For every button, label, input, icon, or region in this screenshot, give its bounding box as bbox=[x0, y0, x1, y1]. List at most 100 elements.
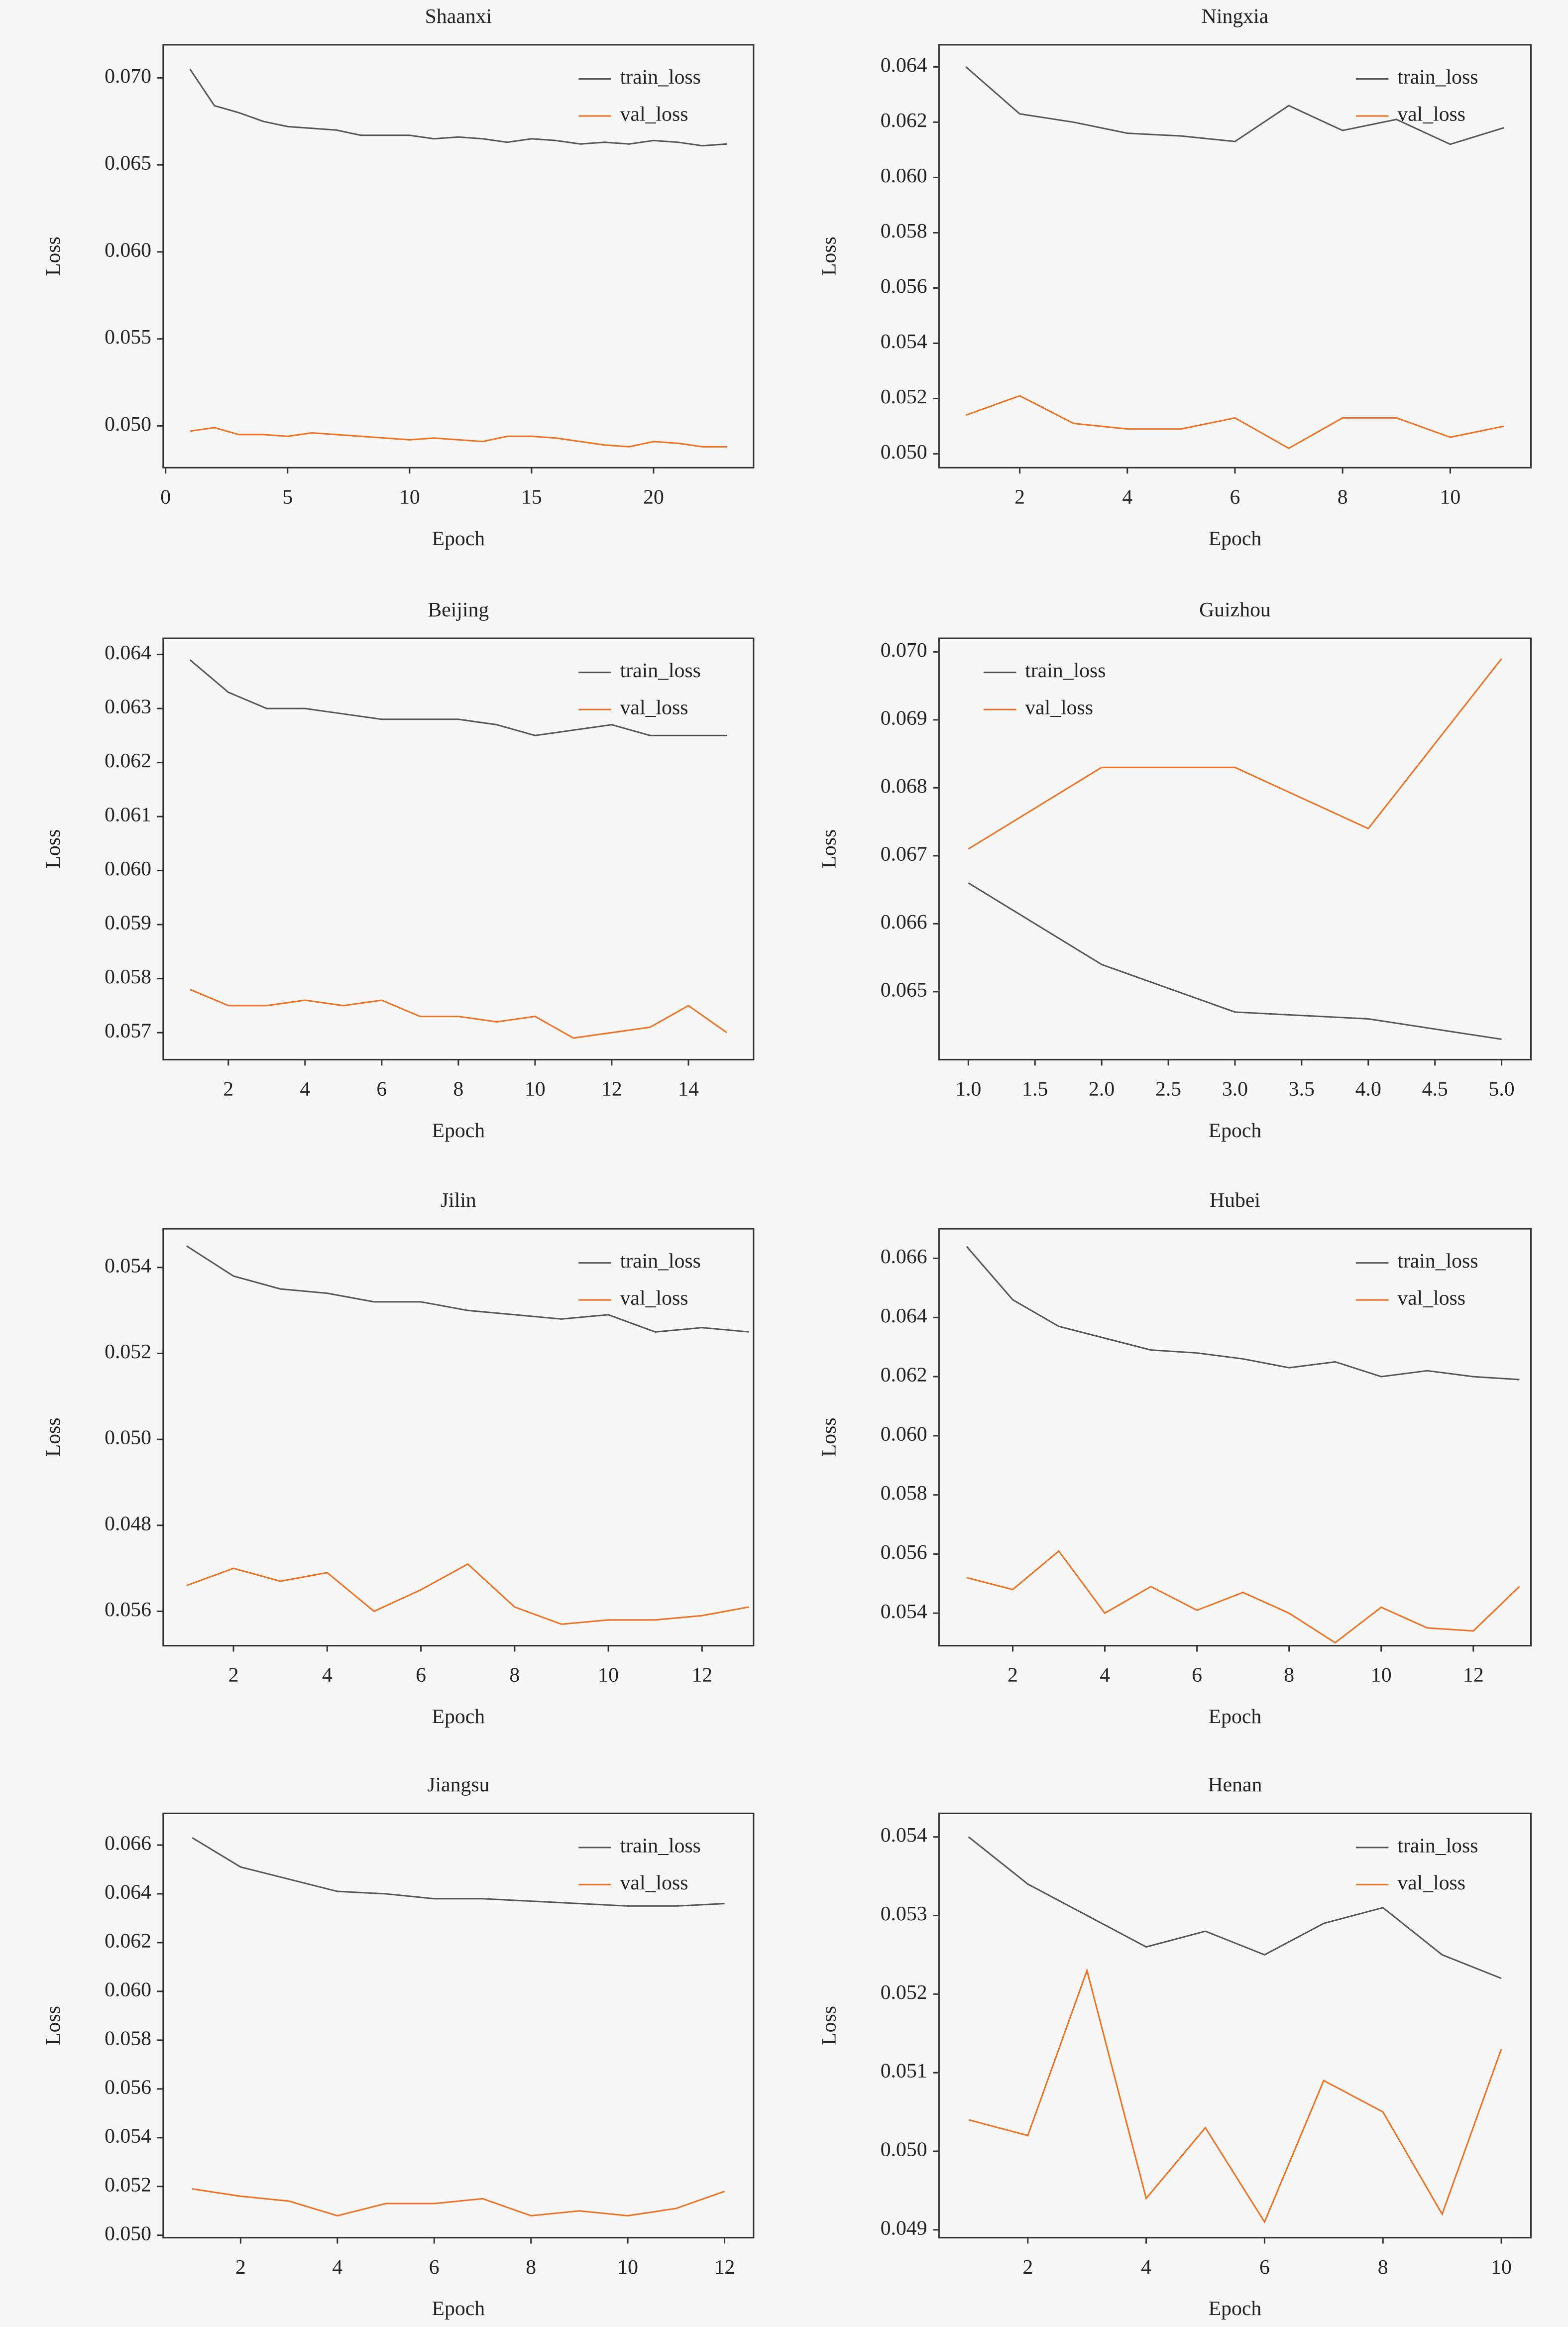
subplot: Ningxia Epoch Loss 2 4 6 8 10 0.050 0.052 0.054 0.0… bbox=[817, 5, 1532, 550]
loss-line bbox=[190, 988, 727, 1039]
x-tick-label: 2 bbox=[1022, 2256, 1033, 2279]
y-axis-label: Loss bbox=[42, 236, 65, 276]
y-tick-label: 0.060 bbox=[105, 857, 151, 880]
x-tick-label: 4.0 bbox=[1355, 1078, 1381, 1101]
y-tick-label: 0.048 bbox=[105, 1512, 151, 1535]
subplot: Jiangsu Epoch Loss 2 4 6 8 10 12 0.050 0.052 0.054 0… bbox=[42, 1773, 755, 2320]
y-tick-label: 0.060 bbox=[105, 1978, 151, 2001]
loss-line bbox=[186, 1563, 749, 1625]
subplot: Hubei Epoch Loss 2 4 6 8 10 12 0.054 0.056 0.058 0.0… bbox=[817, 1189, 1532, 1728]
y-tick-label: 0.052 bbox=[105, 2173, 151, 2196]
x-tick-label: 8 bbox=[526, 2256, 536, 2279]
x-tick-label: 2 bbox=[235, 2256, 246, 2279]
legend-label: train_loss bbox=[1397, 1834, 1478, 1857]
y-tick-label: 0.051 bbox=[881, 2060, 927, 2083]
y-tick-label: 0.062 bbox=[881, 109, 927, 132]
x-tick-label: 8 bbox=[509, 1664, 520, 1687]
loss-line bbox=[968, 658, 1502, 850]
loss-line bbox=[192, 1837, 725, 1907]
y-tick-label: 0.062 bbox=[105, 749, 151, 772]
y-tick-label: 0.064 bbox=[105, 1881, 151, 1904]
subplot: Beijing Epoch Loss 2 4 6 8 10 12 14 0.057 0.058 0.05… bbox=[42, 598, 755, 1142]
x-tick-label: 12 bbox=[714, 2256, 735, 2279]
y-tick-label: 0.055 bbox=[105, 326, 151, 349]
y-tick-label: 0.070 bbox=[881, 639, 927, 662]
x-tick-label: 12 bbox=[601, 1078, 622, 1101]
loss-line bbox=[968, 1836, 1502, 1979]
y-tick-label: 0.050 bbox=[105, 413, 151, 436]
legend-label: train_loss bbox=[1025, 659, 1106, 682]
chart-title: Shaanxi bbox=[425, 5, 492, 28]
loss-line bbox=[190, 427, 727, 448]
legend-label: train_loss bbox=[1397, 1250, 1478, 1273]
x-tick-label: 10 bbox=[598, 1664, 619, 1687]
x-tick-label: 5 bbox=[282, 485, 293, 508]
loss-line bbox=[189, 659, 727, 736]
x-tick-label: 4 bbox=[322, 1664, 333, 1687]
y-tick-label: 0.050 bbox=[105, 2222, 151, 2245]
y-tick-label: 0.065 bbox=[881, 978, 927, 1001]
loss-line bbox=[965, 66, 1504, 145]
x-tick-label: 6 bbox=[376, 1078, 387, 1101]
y-tick-label: 0.052 bbox=[881, 1981, 927, 2004]
x-axis-label: Epoch bbox=[432, 2297, 485, 2320]
x-axis-label: Epoch bbox=[1209, 1705, 1262, 1728]
y-tick-label: 0.062 bbox=[881, 1364, 927, 1387]
y-tick-label: 0.054 bbox=[881, 1600, 927, 1623]
x-tick-label: 4 bbox=[1100, 1664, 1110, 1687]
x-tick-label: 6 bbox=[1230, 485, 1240, 508]
y-tick-label: 0.052 bbox=[881, 385, 927, 408]
x-tick-label: 6 bbox=[1259, 2256, 1270, 2279]
x-axis-label: Epoch bbox=[1209, 1119, 1262, 1142]
loss-line bbox=[192, 2188, 725, 2217]
x-axis-label: Epoch bbox=[432, 1705, 485, 1728]
x-tick-label: 6 bbox=[429, 2256, 440, 2279]
x-tick-label: 4 bbox=[1122, 485, 1132, 508]
y-tick-label: 0.062 bbox=[105, 1929, 151, 1952]
y-tick-label: 0.064 bbox=[881, 1304, 927, 1327]
x-tick-label: 4 bbox=[332, 2256, 342, 2279]
chart-title: Hubei bbox=[1210, 1189, 1260, 1212]
x-tick-label: 12 bbox=[692, 1664, 713, 1687]
loss-line bbox=[966, 1246, 1520, 1381]
y-tick-label: 0.060 bbox=[105, 238, 151, 261]
y-tick-label: 0.054 bbox=[881, 330, 927, 353]
y-tick-label: 0.063 bbox=[105, 696, 151, 718]
y-tick-label: 0.052 bbox=[105, 1340, 151, 1363]
plot-frame bbox=[938, 637, 1532, 1060]
chart-title: Guizhou bbox=[1199, 598, 1271, 621]
plot-frame bbox=[938, 1228, 1532, 1647]
y-tick-label: 0.056 bbox=[105, 2076, 151, 2098]
y-tick-label: 0.058 bbox=[881, 1482, 927, 1505]
x-tick-label: 2.0 bbox=[1089, 1078, 1115, 1101]
chart-title: Ningxia bbox=[1202, 5, 1268, 28]
loss-line bbox=[966, 1550, 1520, 1644]
y-tick-label: 0.050 bbox=[881, 441, 927, 464]
y-tick-label: 0.059 bbox=[105, 912, 151, 934]
y-axis-label: Loss bbox=[817, 829, 840, 869]
x-tick-label: 14 bbox=[678, 1078, 699, 1101]
x-tick-label: 2 bbox=[1014, 485, 1025, 508]
x-tick-label: 1.5 bbox=[1022, 1078, 1048, 1101]
y-tick-label: 0.056 bbox=[881, 275, 927, 298]
x-tick-label: 10 bbox=[525, 1078, 546, 1101]
legend-label: train_loss bbox=[620, 1250, 701, 1273]
x-tick-label: 2.5 bbox=[1155, 1078, 1181, 1101]
y-tick-label: 0.058 bbox=[105, 965, 151, 988]
x-tick-label: 4.5 bbox=[1422, 1078, 1448, 1101]
loss-line bbox=[186, 1245, 749, 1333]
x-axis-label: Epoch bbox=[1209, 527, 1262, 550]
plot-frame bbox=[162, 1812, 755, 2239]
y-tick-label: 0.070 bbox=[105, 65, 151, 88]
chart-title: Jilin bbox=[441, 1189, 476, 1212]
x-tick-label: 8 bbox=[453, 1078, 463, 1101]
x-axis-label: Epoch bbox=[1209, 2297, 1262, 2320]
x-tick-label: 6 bbox=[416, 1664, 426, 1687]
y-tick-label: 0.066 bbox=[881, 1245, 927, 1268]
x-tick-label: 10 bbox=[1371, 1664, 1392, 1687]
y-tick-label: 0.066 bbox=[105, 1832, 151, 1855]
x-tick-label: 3.5 bbox=[1289, 1078, 1315, 1101]
subplot: Shaanxi Epoch Loss 0 5 10 15 20 0.050 0.055 0.060 0… bbox=[42, 5, 755, 550]
